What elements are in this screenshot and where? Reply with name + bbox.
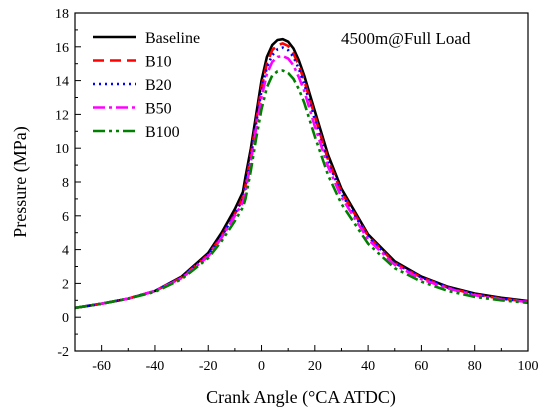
legend-label-b20: B20 [145, 77, 172, 94]
y-tick-label: 8 [62, 176, 69, 191]
chart-annotation: 4500m@Full Load [341, 29, 471, 48]
x-tick-label: 80 [468, 359, 482, 374]
y-tick-label: 14 [55, 75, 69, 90]
x-tick-label: 0 [258, 359, 265, 374]
y-tick-label: 2 [62, 277, 69, 292]
y-tick-label: 12 [55, 108, 69, 123]
series-line-b50 [74, 54, 529, 310]
x-axis-title: Crank Angle (°CA ATDC) [206, 387, 396, 408]
y-axis-title: Pressure (MPa) [10, 126, 31, 237]
legend: Baseline B10 B20 B50 B100 [93, 30, 200, 141]
y-tick-label: 16 [55, 41, 69, 56]
series-line-b20 [74, 46, 529, 310]
series-line-b100 [74, 69, 529, 310]
x-tick-label: -60 [92, 359, 111, 374]
x-tick-label: 40 [361, 359, 375, 374]
y-tick-label: 10 [55, 142, 69, 157]
y-tick-label: 18 [55, 7, 69, 22]
legend-label-b50: B50 [145, 101, 172, 118]
y-tick-label: 4 [62, 244, 69, 259]
x-tick-label: 100 [518, 359, 539, 374]
x-tick-label: 60 [414, 359, 428, 374]
y-tick-label: 6 [62, 210, 69, 225]
y-tick-label: 0 [62, 311, 69, 326]
series-line-baseline [74, 37, 529, 310]
plot-frame [74, 12, 529, 352]
legend-label-baseline: Baseline [145, 30, 200, 47]
y-tick-label: -2 [57, 345, 69, 360]
plot-area [74, 37, 529, 310]
x-tick-label: -20 [199, 359, 218, 374]
x-tick-label: 20 [308, 359, 322, 374]
legend-label-b10: B10 [145, 54, 172, 71]
x-tick-label: -40 [146, 359, 165, 374]
legend-label-b100: B100 [145, 124, 180, 141]
